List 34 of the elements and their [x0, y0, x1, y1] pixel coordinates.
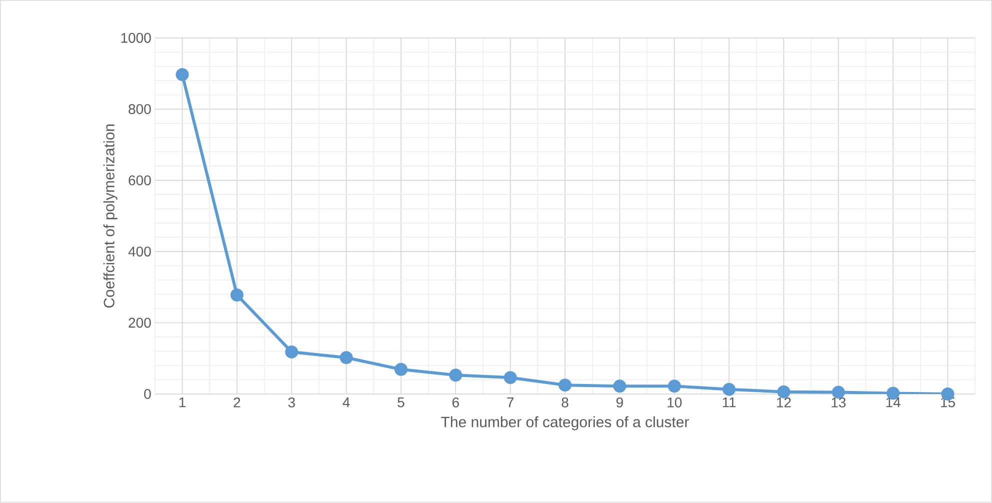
point [558, 378, 572, 392]
x-tick-label: 11 [722, 398, 736, 408]
point [777, 385, 790, 398]
x-tick-label: 9 [616, 398, 623, 408]
x-tick-label: 13 [832, 398, 846, 408]
y-tick-label: 400 [128, 246, 151, 257]
x-axis-title: The number of categories of a cluster [441, 416, 689, 430]
x-tick-label: 3 [288, 398, 295, 408]
x-tick-label: 6 [452, 398, 459, 408]
y-tick-label: 800 [128, 104, 151, 114]
point [285, 346, 298, 358]
y-tick-label: 200 [128, 318, 151, 328]
point [504, 371, 517, 384]
y-tick-label: 600 [128, 175, 151, 186]
x-tick-label: 14 [886, 398, 900, 408]
x-tick-label: 7 [507, 398, 514, 408]
point [176, 68, 189, 82]
point [394, 362, 408, 376]
point [613, 380, 626, 393]
point [668, 380, 681, 393]
x-tick-label: 1 [179, 398, 186, 408]
point [340, 351, 353, 364]
x-tick-label: 12 [777, 398, 791, 408]
y-tick-label: 1000 [121, 32, 151, 43]
y-axis-title: Coeffcient of polymerization [103, 124, 118, 308]
point [230, 288, 244, 302]
y-tick-label: 0 [144, 389, 151, 399]
x-tick-label: 5 [398, 398, 404, 408]
point [722, 382, 736, 396]
x-tick-label: 2 [234, 398, 240, 408]
x-tick-label: 4 [342, 398, 350, 408]
x-tick-label: 10 [668, 398, 682, 408]
x-tick-label: 8 [562, 398, 568, 408]
point [449, 368, 462, 382]
